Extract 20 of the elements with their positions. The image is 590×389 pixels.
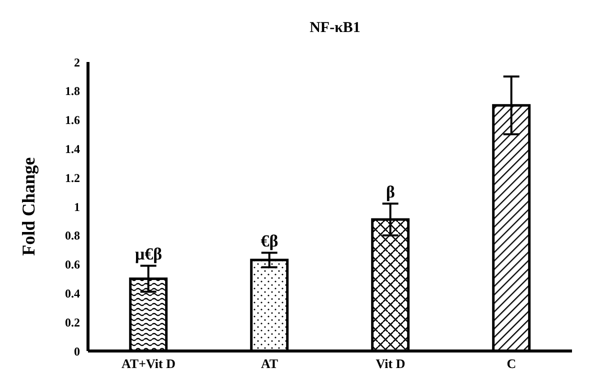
x-tick-label: C [506, 356, 516, 372]
y-tick-label: 1.8 [65, 84, 80, 98]
y-tick-label: 0.4 [65, 286, 80, 300]
x-tick-label: AT+Vit D [122, 356, 176, 372]
y-tick-label: 1 [74, 200, 80, 214]
y-tick-label: 1.4 [65, 142, 80, 156]
annotation: €β [260, 232, 278, 251]
y-tick-label: 1.6 [65, 113, 80, 128]
annotation: μ€β [134, 244, 162, 264]
annotation: β [386, 182, 396, 202]
y-axis-title: Fold Change [18, 157, 38, 256]
y-tick-label: 0 [74, 344, 80, 358]
y-tick-label: 2 [74, 55, 80, 70]
x-tick-label: AT [260, 356, 278, 372]
chart-title: NF-κB1 [308, 19, 362, 38]
y-tick-label: 1.2 [65, 170, 80, 185]
x-tick-label: Vit D [376, 356, 406, 372]
y-tick-label: 0.8 [65, 228, 80, 243]
y-tick-label: 0.2 [65, 315, 80, 330]
y-tick-label: 0.6 [65, 258, 80, 272]
